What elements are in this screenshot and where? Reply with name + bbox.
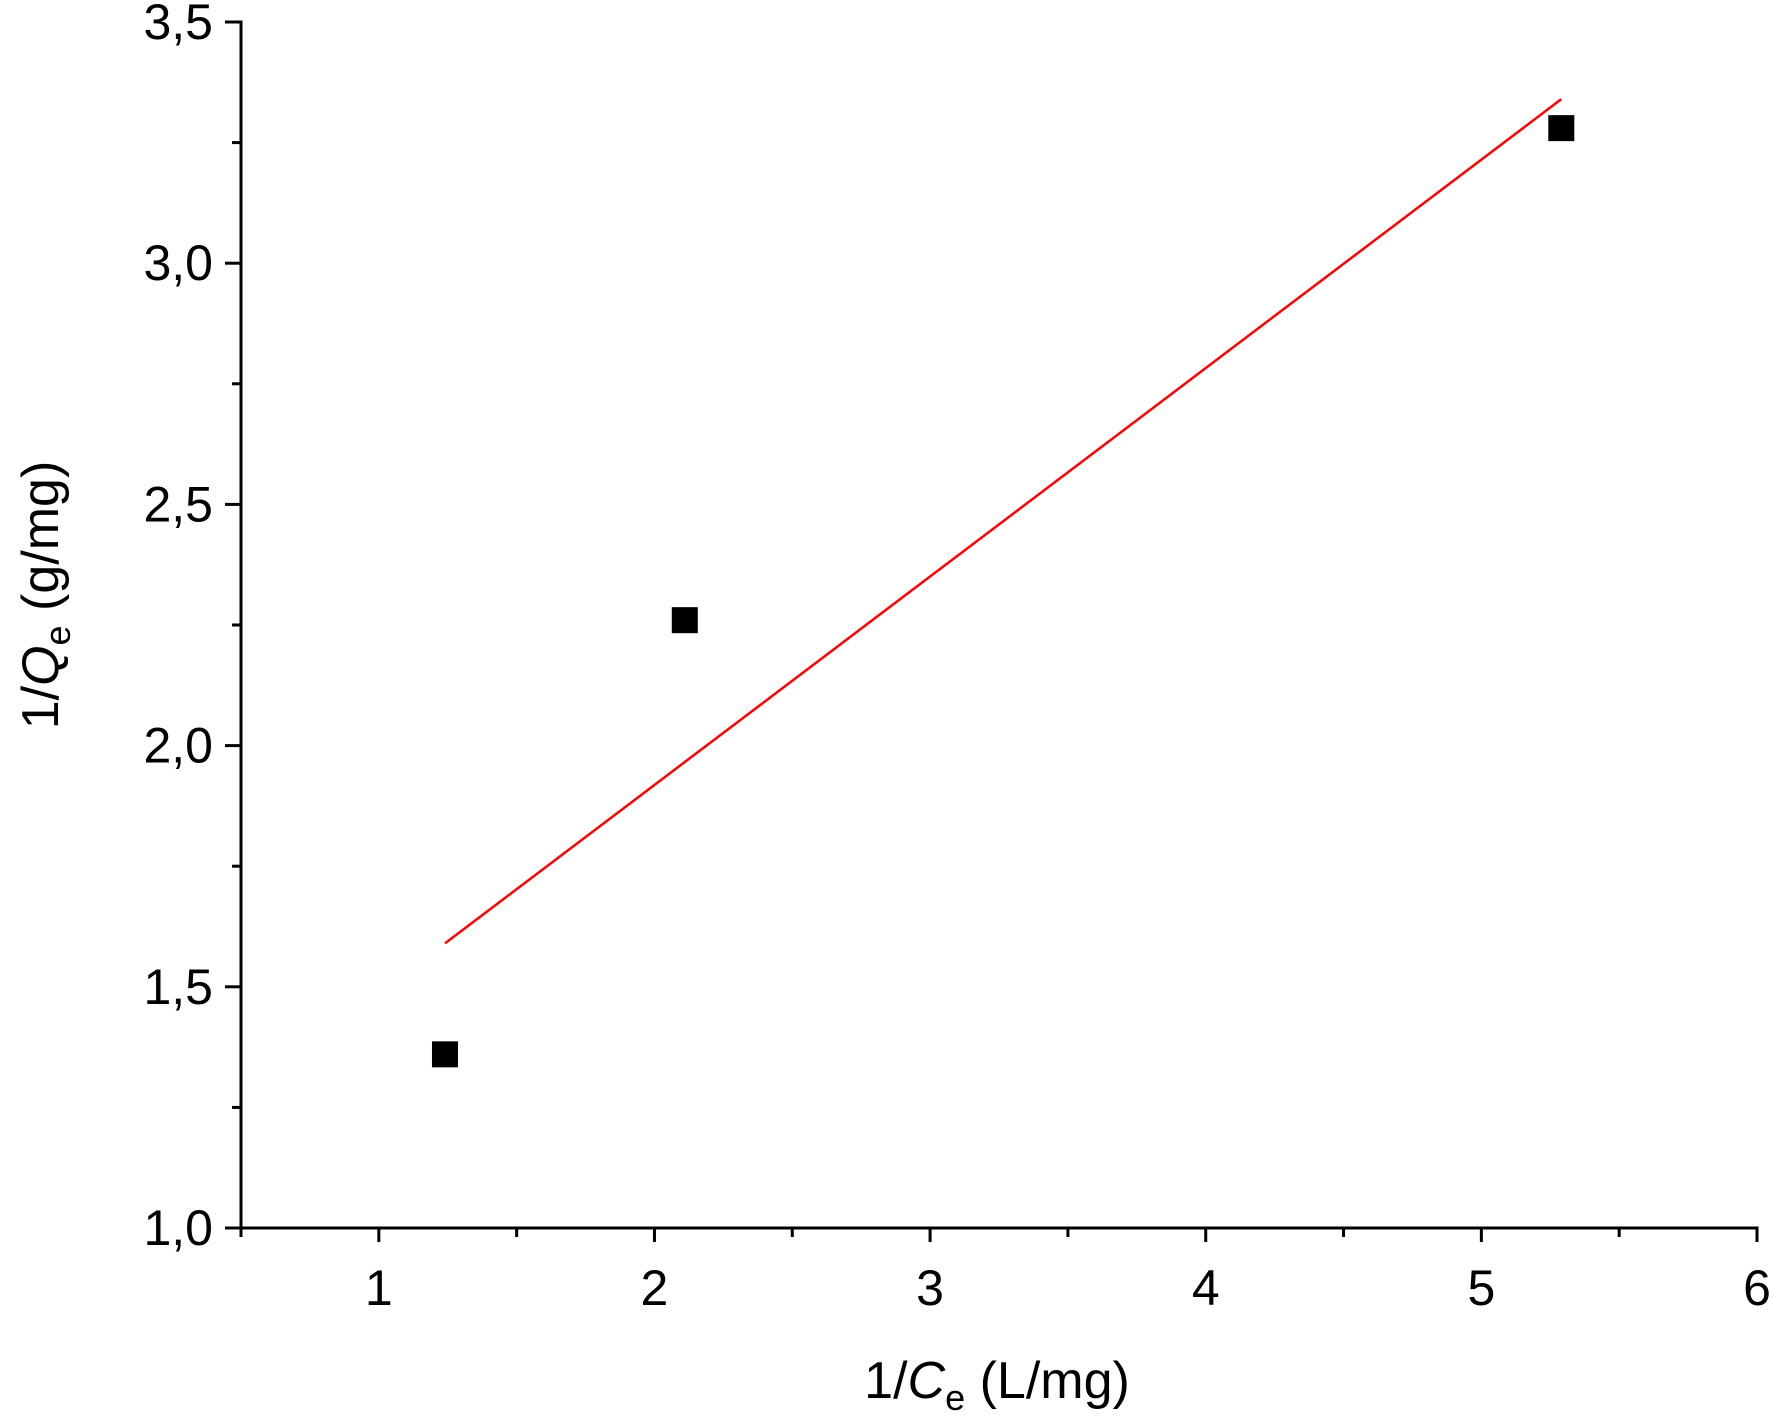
x-tick-label: 6 <box>1743 1260 1771 1316</box>
y-tick-label: 1,0 <box>143 1200 213 1256</box>
x-tick-label: 5 <box>1467 1260 1495 1316</box>
data-point <box>431 1041 458 1068</box>
y-axis-title: 1/Qe (g/mg) <box>12 461 78 730</box>
axes <box>239 20 1759 1230</box>
x-tick-label: 2 <box>641 1260 669 1316</box>
data-series <box>431 98 1575 1068</box>
y-tick-label: 2,5 <box>143 476 213 532</box>
tick-labels: 1 2 3 4 5 6 1,0 1,5 2,0 2,5 3,0 3,5 <box>143 0 1770 1316</box>
data-point <box>1548 115 1575 142</box>
data-point <box>671 607 698 634</box>
fit-line <box>444 98 1563 945</box>
y-tick-label: 2,0 <box>143 718 213 774</box>
y-tick-label: 3,5 <box>143 0 213 50</box>
y-tick-label: 3,0 <box>143 235 213 291</box>
x-tick-label: 3 <box>916 1260 944 1316</box>
x-axis-title: 1/Ce (L/mg) <box>864 1352 1130 1413</box>
x-tick-label: 4 <box>1192 1260 1220 1316</box>
y-tick-label: 1,5 <box>143 959 213 1015</box>
tick-marks <box>225 20 1759 1242</box>
x-tick-label: 1 <box>365 1260 393 1316</box>
